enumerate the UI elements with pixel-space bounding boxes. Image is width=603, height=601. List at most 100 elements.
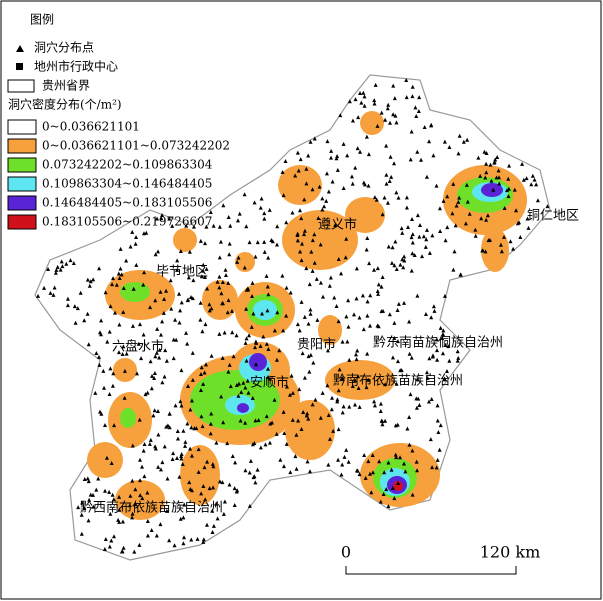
cave-point (407, 414, 412, 419)
cave-point (52, 285, 57, 290)
cave-point (103, 290, 108, 295)
cave-point (188, 407, 193, 412)
cave-point (532, 177, 537, 182)
cave-point (188, 446, 193, 451)
cave-point (117, 494, 122, 499)
cave-point (425, 375, 430, 380)
cave-point (335, 167, 340, 172)
cave-point (296, 418, 301, 423)
cave-point (386, 460, 391, 465)
cave-point (243, 340, 248, 345)
place-label: 安顺市 (250, 375, 289, 391)
cave-point (164, 358, 169, 363)
cave-point (493, 157, 498, 162)
cave-point (190, 296, 195, 301)
cave-point (440, 335, 445, 340)
cave-point (186, 384, 191, 389)
cave-point (199, 365, 204, 370)
cave-point (404, 205, 409, 210)
cave-point (312, 232, 317, 237)
cave-point (246, 390, 251, 395)
cave-point (506, 176, 511, 181)
cave-point (65, 303, 70, 308)
cave-point (264, 414, 269, 419)
cave-point (58, 267, 63, 272)
cave-point (422, 125, 427, 130)
cave-point (181, 541, 186, 546)
cave-point (205, 459, 210, 464)
cave-point (447, 358, 452, 363)
cave-point (398, 455, 403, 460)
cave-point (420, 254, 425, 259)
cave-point (395, 307, 400, 312)
cave-point (346, 324, 351, 329)
cave-point (259, 196, 264, 201)
cave-point (154, 350, 159, 355)
cave-point (281, 464, 286, 469)
cave-point (354, 266, 359, 271)
cave-point (340, 462, 345, 467)
cave-point (364, 134, 369, 139)
cave-point (46, 266, 51, 271)
cave-point (186, 297, 191, 302)
cave-point (288, 470, 293, 475)
cave-point (432, 308, 437, 313)
cave-point (252, 200, 257, 205)
cave-point (414, 114, 419, 119)
cave-point (218, 239, 223, 244)
cave-point (149, 386, 154, 391)
legend-label: 地州市行政中心 (34, 59, 118, 74)
cave-point (351, 312, 356, 317)
cave-point (219, 291, 224, 296)
cave-point (284, 220, 289, 225)
cave-point (385, 106, 390, 111)
cave-point (327, 283, 332, 288)
cave-point (375, 289, 380, 294)
cave-point (478, 173, 483, 178)
cave-point (382, 195, 387, 200)
cave-point (71, 260, 76, 265)
cave-point (208, 431, 213, 436)
cave-point (162, 374, 167, 379)
cave-point (88, 492, 93, 497)
cave-point (304, 266, 309, 271)
cave-point (154, 533, 159, 538)
cave-point (388, 154, 393, 159)
cave-point (308, 352, 313, 357)
cave-point (280, 170, 285, 175)
cave-point (419, 157, 424, 162)
cave-point (267, 376, 272, 381)
cave-point (156, 249, 161, 254)
cave-point (174, 337, 179, 342)
legend-triangle (16, 45, 24, 52)
cave-point (263, 442, 268, 447)
cave-point (107, 544, 112, 549)
cave-point (372, 267, 377, 272)
legend-swatch (7, 157, 37, 173)
cave-point (128, 493, 133, 498)
cave-point (204, 362, 209, 367)
cave-point (275, 224, 280, 229)
cave-point (164, 508, 169, 513)
cave-point (453, 223, 458, 228)
cave-point (233, 460, 238, 465)
cave-point (362, 453, 367, 458)
cave-point (131, 286, 136, 291)
cave-point (177, 291, 182, 296)
cave-point (158, 289, 163, 294)
cave-point (378, 401, 383, 406)
cave-point (306, 416, 311, 421)
cave-point (306, 321, 311, 326)
cave-point (109, 460, 114, 465)
cave-point (424, 237, 429, 242)
cave-point (417, 403, 422, 408)
cave-point (209, 411, 214, 416)
cave-point (415, 213, 420, 218)
cave-point (167, 538, 172, 543)
cave-point (65, 296, 70, 301)
cave-point (189, 537, 194, 542)
cave-point (198, 300, 203, 305)
cave-point (211, 223, 216, 228)
cave-point (297, 387, 302, 392)
cave-point (244, 336, 249, 341)
